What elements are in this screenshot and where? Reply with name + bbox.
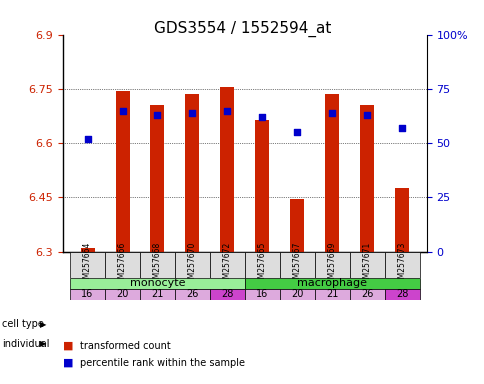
Text: transformed count: transformed count — [80, 341, 170, 351]
FancyBboxPatch shape — [349, 252, 384, 278]
Text: GSM257664: GSM257664 — [83, 242, 92, 288]
FancyBboxPatch shape — [210, 289, 244, 300]
Bar — [255, 120, 269, 252]
FancyBboxPatch shape — [279, 289, 314, 300]
FancyBboxPatch shape — [314, 252, 349, 278]
Text: GSM257669: GSM257669 — [327, 242, 336, 288]
Text: 21: 21 — [326, 289, 338, 299]
Point — [153, 112, 161, 118]
Point — [188, 110, 196, 116]
Text: GSM257672: GSM257672 — [223, 242, 231, 288]
Text: cell type: cell type — [2, 319, 44, 329]
FancyBboxPatch shape — [384, 252, 419, 278]
FancyBboxPatch shape — [384, 289, 419, 300]
Text: GSM257665: GSM257665 — [257, 242, 266, 288]
Text: 16: 16 — [256, 289, 268, 299]
Point — [398, 125, 406, 131]
FancyBboxPatch shape — [70, 289, 105, 300]
Text: percentile rank within the sample: percentile rank within the sample — [80, 358, 244, 368]
Bar — [150, 105, 164, 252]
Text: ▶: ▶ — [40, 339, 46, 348]
Text: individual: individual — [2, 339, 50, 349]
Text: GSM257666: GSM257666 — [118, 242, 127, 288]
FancyBboxPatch shape — [244, 289, 279, 300]
Point — [328, 110, 335, 116]
Text: 28: 28 — [221, 289, 233, 299]
Bar — [290, 199, 304, 252]
Text: GSM257671: GSM257671 — [362, 242, 371, 288]
Point — [258, 114, 266, 120]
FancyBboxPatch shape — [105, 252, 140, 278]
Text: 20: 20 — [290, 289, 303, 299]
FancyBboxPatch shape — [175, 289, 210, 300]
Point — [293, 129, 301, 136]
FancyBboxPatch shape — [140, 289, 175, 300]
Point — [223, 108, 231, 114]
FancyBboxPatch shape — [244, 278, 419, 289]
Text: ▶: ▶ — [40, 320, 46, 329]
FancyBboxPatch shape — [70, 278, 244, 289]
Bar — [80, 248, 94, 252]
Text: GSM257668: GSM257668 — [152, 242, 162, 288]
FancyBboxPatch shape — [314, 289, 349, 300]
Text: ■: ■ — [63, 358, 74, 368]
Bar — [185, 94, 199, 252]
Text: GSM257673: GSM257673 — [397, 242, 406, 288]
FancyBboxPatch shape — [244, 252, 279, 278]
Bar — [394, 189, 408, 252]
FancyBboxPatch shape — [175, 252, 210, 278]
FancyBboxPatch shape — [105, 289, 140, 300]
Point — [363, 112, 370, 118]
Bar — [360, 105, 374, 252]
Text: macrophage: macrophage — [297, 278, 366, 288]
Text: 20: 20 — [116, 289, 128, 299]
Text: 16: 16 — [81, 289, 93, 299]
Text: 26: 26 — [186, 289, 198, 299]
Text: GSM257670: GSM257670 — [188, 242, 197, 288]
Bar — [115, 91, 129, 252]
FancyBboxPatch shape — [70, 252, 105, 278]
Text: GSM257667: GSM257667 — [292, 242, 301, 288]
Bar — [220, 87, 234, 252]
Bar — [325, 94, 339, 252]
FancyBboxPatch shape — [349, 289, 384, 300]
Point — [83, 136, 91, 142]
Text: GDS3554 / 1552594_at: GDS3554 / 1552594_at — [153, 21, 331, 37]
Text: monocyte: monocyte — [129, 278, 185, 288]
Text: 21: 21 — [151, 289, 163, 299]
Text: 28: 28 — [395, 289, 408, 299]
FancyBboxPatch shape — [210, 252, 244, 278]
Text: ■: ■ — [63, 341, 74, 351]
Point — [119, 108, 126, 114]
FancyBboxPatch shape — [140, 252, 175, 278]
Text: 26: 26 — [361, 289, 373, 299]
FancyBboxPatch shape — [279, 252, 314, 278]
